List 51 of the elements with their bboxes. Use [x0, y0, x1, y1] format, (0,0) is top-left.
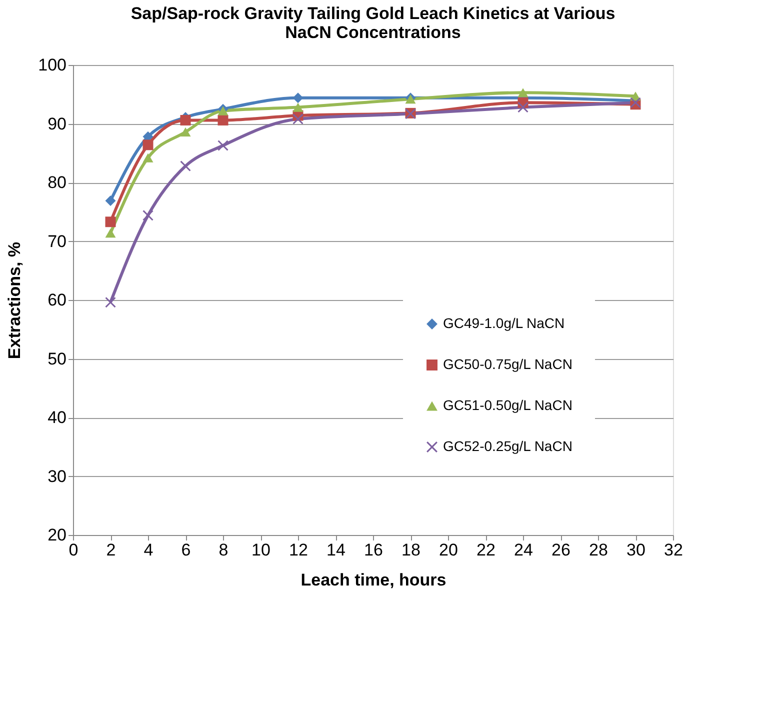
- x-axis-title: Leach time, hours: [300, 570, 446, 590]
- point: [218, 140, 228, 151]
- y-tick-label: 70: [48, 232, 66, 251]
- chart-title: Sap/Sap-rock Gravity Tailing Gold Leach Kinetics at Various NaCN Concentrations: [130, 4, 616, 42]
- x-tick-label: 22: [476, 540, 496, 560]
- x-tick-label: 30: [626, 540, 646, 560]
- point: [105, 297, 116, 308]
- y-tick-label: 20: [48, 526, 66, 544]
- point: [218, 106, 228, 116]
- point: [292, 114, 304, 124]
- point: [142, 153, 154, 162]
- point: [180, 127, 191, 137]
- y-tick-label: 60: [48, 290, 66, 310]
- point: [105, 195, 116, 206]
- x-tick-label: 2: [106, 540, 116, 560]
- point: [180, 114, 191, 126]
- y-tick-label: 50: [48, 349, 66, 368]
- x-tick-label: 32: [664, 540, 683, 560]
- x-tick-label: 12: [289, 540, 308, 560]
- point: [105, 228, 116, 238]
- y-tick-label: 30: [48, 466, 66, 486]
- x-tick-label: 28: [589, 540, 608, 560]
- y-tick-label: 100: [38, 56, 66, 74]
- x-tick-label: 4: [144, 540, 154, 560]
- x-tick-label: 6: [181, 540, 191, 560]
- point: [292, 92, 304, 104]
- point: [518, 88, 528, 98]
- y-tick-label: 40: [48, 408, 66, 427]
- point: [180, 160, 191, 172]
- x-tick-label: 18: [402, 540, 420, 560]
- x-tick-label: 10: [252, 540, 270, 560]
- y-tick-label: 90: [48, 114, 66, 134]
- x-tick-label: 20: [439, 540, 458, 560]
- y-axis-title: Extractions, %: [5, 242, 24, 360]
- point: [142, 210, 154, 221]
- x-tick-label: 0: [68, 540, 78, 560]
- legend-label: GC51-0.50g/L NaCN: [443, 397, 572, 413]
- x-tick-label: 14: [326, 540, 346, 560]
- x-tick-label: 26: [552, 540, 570, 560]
- legend-label: GC50-0.75g/L NaCN: [443, 356, 572, 372]
- legend-label: GC52-0.25g/L NaCN: [443, 438, 572, 454]
- x-tick-label: 16: [364, 540, 383, 560]
- y-tick-label: 80: [48, 173, 66, 192]
- x-tick-label: 8: [218, 540, 228, 560]
- point: [218, 114, 228, 126]
- point: [518, 102, 528, 113]
- x-tick-label: 24: [514, 540, 533, 560]
- point: [142, 140, 154, 150]
- legend-label: GC49-1.0g/L NaCN: [443, 315, 565, 331]
- point: [105, 216, 116, 228]
- point: [292, 102, 304, 112]
